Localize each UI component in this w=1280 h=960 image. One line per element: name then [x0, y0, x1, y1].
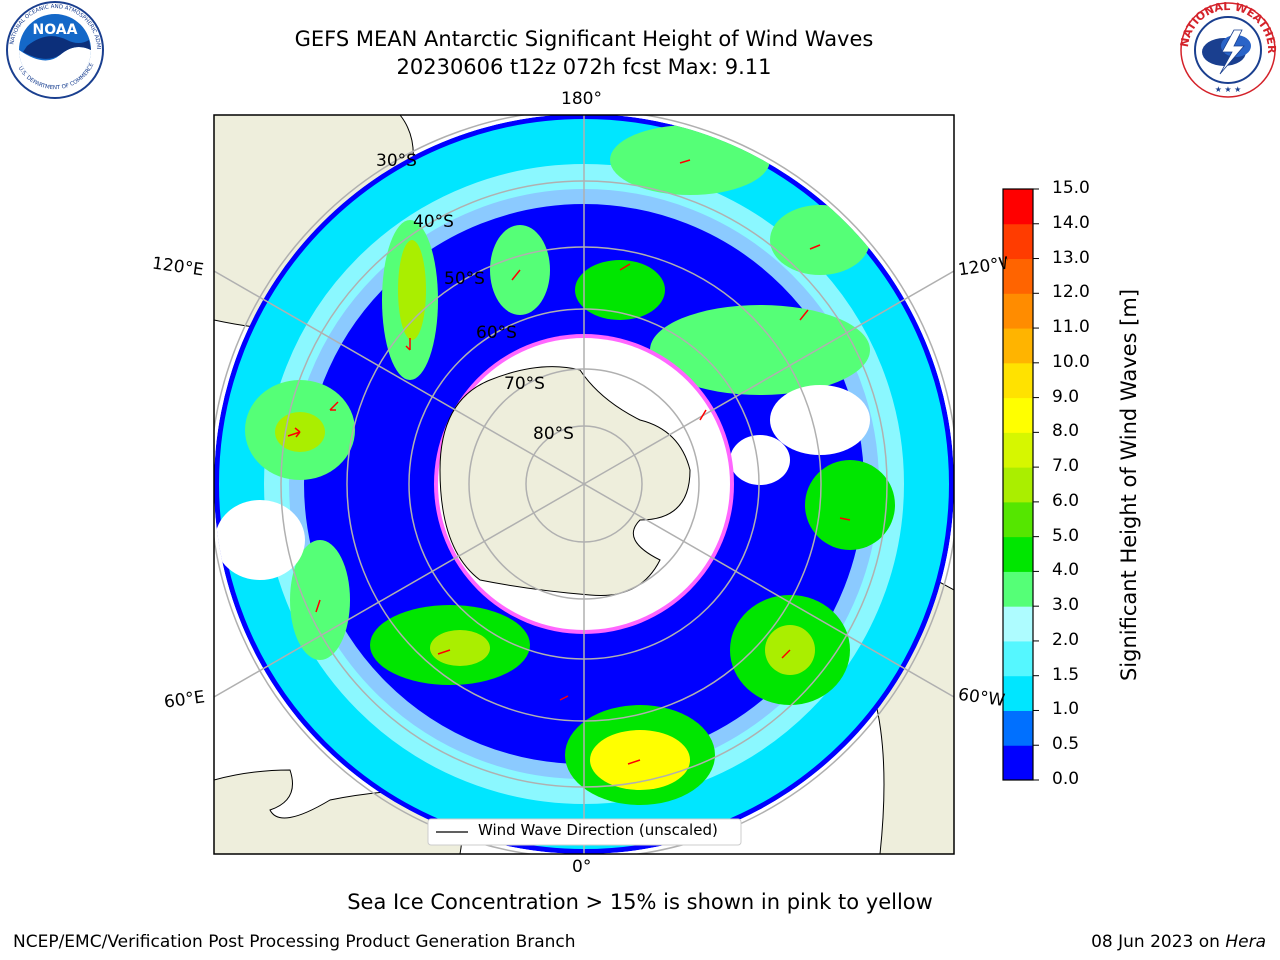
colorbar-tick-label: 7.0	[1052, 456, 1080, 477]
colorbar-block	[1003, 536, 1033, 572]
lon-label-0: 0°	[572, 857, 592, 877]
colorbar-tick-label: 13.0	[1052, 247, 1090, 268]
colorbar-tick-label: 4.0	[1052, 560, 1080, 581]
lon-label-180: 180°	[561, 89, 602, 109]
wind-wave-arrows	[287, 159, 851, 765]
colorbar-tick-label: 6.0	[1052, 490, 1080, 511]
graticule	[214, 115, 954, 854]
colorbar-frame	[1002, 188, 1034, 781]
colorbar-tick-label: 8.0	[1052, 421, 1080, 442]
lat-label-30s: 30°S	[376, 151, 417, 171]
lat-label-70s: 70°S	[504, 374, 545, 394]
colorbar-block	[1003, 467, 1033, 503]
colorbar-tick-label: 3.0	[1052, 595, 1080, 616]
colorbar-tick-label: 0.5	[1052, 734, 1080, 755]
chart-title: GEFS MEAN Antarctic Significant Height o…	[294, 27, 874, 51]
footer-date: 08 Jun 2023 on Hera	[1091, 932, 1266, 952]
lat-label-80s: 80°S	[533, 424, 574, 444]
lat-label-50s: 50°S	[444, 269, 485, 289]
colorbar-tick-label: 9.0	[1052, 386, 1080, 407]
lat-label-40s: 40°S	[413, 212, 454, 232]
colorbar-block	[1003, 397, 1033, 433]
colorbar-block	[1003, 362, 1033, 399]
svg-text:★ ★ ★: ★ ★ ★	[1215, 85, 1242, 94]
legend-label: Wind Wave Direction (unscaled)	[478, 821, 718, 839]
colorbar-tick-label: 1.0	[1052, 699, 1080, 720]
sea-ice-note: Sea Ice Concentration > 15% is shown in …	[347, 890, 933, 914]
colorbar-tick-label: 12.0	[1052, 282, 1090, 303]
colorbar-tick-label: 15.0	[1052, 178, 1090, 198]
colorbar-label: Significant Height of Wind Waves [m]	[1117, 288, 1141, 682]
chart-subtitle: 20230606 t12z 072h fcst Max: 9.11	[396, 55, 772, 79]
map-legend	[427, 818, 742, 846]
colorbar-block	[1003, 571, 1033, 607]
lat-label-60s: 60°S	[476, 323, 517, 343]
colorbar-tick-label: 10.0	[1052, 351, 1090, 372]
colorbar-tick-label: 5.0	[1052, 525, 1080, 546]
colorbar-tick-label: 11.0	[1052, 317, 1090, 338]
colorbar-block	[1003, 745, 1033, 781]
colorbar-block	[1003, 328, 1033, 364]
national-weather-service-logo: NATIONAL WEATHER SERVICE ★ ★ ★	[1178, 0, 1278, 98]
footer-host: Hera	[1225, 932, 1266, 952]
noaa-logo: NOAA NATIONAL OCEANIC AND ATMOSPHERIC AD…	[5, 0, 104, 99]
svg-text:NOAA: NOAA	[33, 22, 78, 38]
colorbar-tick-label: 2.0	[1052, 629, 1080, 650]
footer-date-text: 08 Jun 2023 on	[1091, 932, 1226, 952]
footer-credit: NCEP/EMC/Verification Post Processing Pr…	[13, 932, 576, 952]
colorbar-block	[1003, 432, 1033, 468]
colorbar-block	[1003, 501, 1033, 538]
colorbar-block	[1003, 189, 1033, 225]
colorbar-block	[1003, 675, 1033, 711]
colorbar-block	[1003, 293, 1033, 329]
colorbar-tick-label: 1.5	[1052, 664, 1080, 685]
colorbar-block	[1003, 710, 1033, 746]
colorbar-block	[1003, 640, 1033, 677]
colorbar	[1003, 188, 1039, 781]
colorbar-tick-label: 14.0	[1052, 212, 1090, 233]
colorbar-block	[1003, 606, 1033, 642]
colorbar-block	[1003, 258, 1033, 294]
antarctica-land	[439, 366, 691, 597]
colorbar-block	[1003, 223, 1033, 260]
colorbar-tick-label: 0.0	[1052, 769, 1080, 789]
map-frame	[213, 114, 955, 855]
